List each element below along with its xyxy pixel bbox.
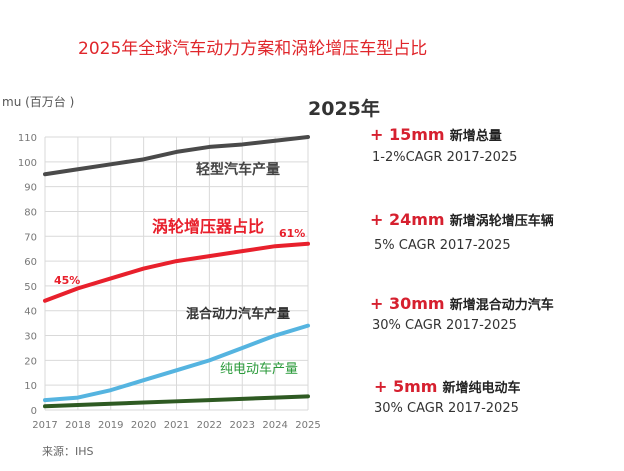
annotation-ev: + 5mm 新增纯电动车 [374,377,521,396]
y-tick-labels: 0 10 20 30 40 50 60 70 80 90 100 110 [18,133,37,417]
annotation-turbo-cagr: 5% CAGR 2017-2025 [374,238,511,253]
y-tick-label: 50 [24,282,37,293]
y-tick-label: 10 [24,381,37,392]
y-tick-label: 70 [24,232,37,243]
series-label-turbo: 涡轮增压器占比 [152,217,264,236]
y-tick-label: 90 [24,183,37,194]
annotation-ev-value: + 5mm [374,377,438,396]
annotation-hybrid-desc: 新增混合动力汽车 [449,298,554,313]
y-tick-label: 100 [18,158,37,169]
series-line-3 [43,394,310,409]
annotation-turbo-desc: 新增涡轮增压车辆 [449,214,554,229]
y-tick-label: 110 [18,133,37,144]
annotation-turbo: + 24mm 新增涡轮增压车辆 [370,210,554,229]
x-tick-label: 2017 [32,420,57,431]
annotation-turbo-value: + 24mm [370,210,445,229]
y-tick-label: 40 [24,307,37,318]
x-tick-label: 2019 [98,420,123,431]
annotation-hybrid-cagr: 30% CAGR 2017-2025 [372,318,517,333]
y-tick-label: 0 [31,406,37,417]
annotation-hybrid: + 30mm 新增混合动力汽车 [370,294,554,313]
x-tick-label: 2023 [230,420,255,431]
y-tick-label: 60 [24,257,37,268]
series-label-hybrid: 混合动力汽车产量 [186,306,290,322]
annotation-ev-cagr: 30% CAGR 2017-2025 [374,401,519,416]
annotation-total-value: + 15mm [370,125,445,144]
side-panel-year: 2025年 [308,98,380,120]
annotation-45-percent: 45% [54,274,80,287]
annotation-61-percent: 61% [279,227,305,240]
annotation-ev-desc: 新增纯电动车 [442,381,521,396]
y-tick-label: 20 [24,356,37,367]
y-tick-label: 30 [24,332,37,343]
series-line-1 [43,241,310,303]
annotation-hybrid-value: + 30mm [370,294,445,313]
chart-title: 2025年全球汽车动力方案和涡轮增压车型占比 [78,39,428,59]
series-line-2 [43,323,310,403]
x-tick-label: 2024 [262,420,287,431]
annotation-total-cagr: 1-2%CAGR 2017-2025 [372,150,518,165]
series-label-light-vehicle: 轻型汽车产量 [196,161,280,178]
annotation-total-desc: 新增总量 [449,129,502,144]
x-tick-label: 2025 [295,420,320,431]
annotation-total: + 15mm 新增总量 [370,125,502,144]
y-tick-label: 80 [24,207,37,218]
x-tick-label: 2022 [197,420,222,431]
y-axis-label: mu (百万台 ) [2,94,74,109]
x-tick-label: 2020 [131,420,156,431]
series-lines [43,135,310,409]
x-tick-label: 2018 [65,420,90,431]
source-note: 来源：IHS [42,444,94,458]
x-tick-labels: 2017 2018 2019 2020 2021 2022 2023 2024 2025 [32,420,320,431]
series-label-ev: 纯电动车产量 [220,361,298,377]
series-line-0 [43,135,310,177]
x-tick-label: 2021 [164,420,189,431]
